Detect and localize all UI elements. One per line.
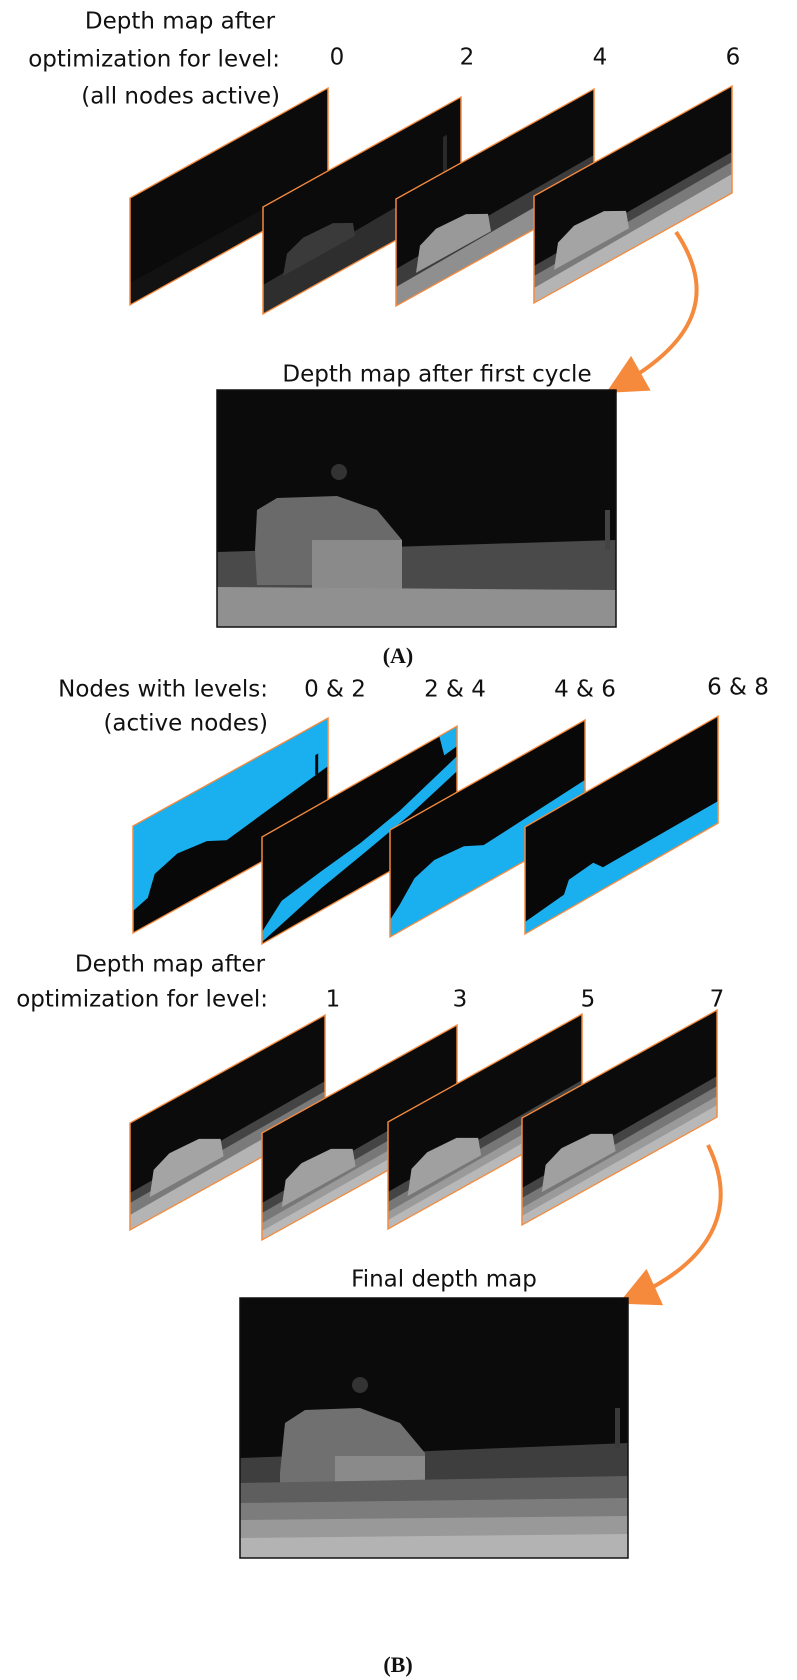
caption: Final depth map xyxy=(351,1267,537,1293)
level-label: 2 xyxy=(460,45,475,71)
heading-line: (all nodes active) xyxy=(81,84,280,110)
heading-line: Nodes with levels: xyxy=(58,677,268,703)
arrow xyxy=(620,232,697,385)
level-label: 1 xyxy=(326,987,341,1013)
heading-line: Depth map after xyxy=(75,952,266,978)
result-depth-map xyxy=(240,1298,628,1558)
level-label: 0 xyxy=(330,45,345,71)
result-depth-map xyxy=(217,390,616,627)
arrow xyxy=(633,1145,721,1297)
heading-line: optimization for level: xyxy=(16,987,268,1013)
figure: Depth map after optimization for level: … xyxy=(0,0,797,1680)
panel-label: (B) xyxy=(383,1652,412,1677)
level-label: 4 xyxy=(593,45,608,71)
panel-label: (A) xyxy=(383,643,414,668)
heading-line: Depth map after xyxy=(85,9,276,35)
depth-map-row xyxy=(130,1010,717,1240)
heading-line: optimization for level: xyxy=(28,47,280,73)
heading-line: (active nodes) xyxy=(103,711,268,737)
caption: Depth map after first cycle xyxy=(282,362,591,388)
level-label: 4 & 6 xyxy=(554,677,616,703)
active-node-row xyxy=(133,716,718,944)
level-label: 6 xyxy=(726,45,741,71)
level-label: 3 xyxy=(453,987,468,1013)
level-label: 6 & 8 xyxy=(707,675,769,701)
level-label: 5 xyxy=(581,987,596,1013)
level-label: 7 xyxy=(710,987,725,1013)
level-label: 0 & 2 xyxy=(304,677,366,703)
level-label: 2 & 4 xyxy=(424,677,486,703)
depth-map-row xyxy=(130,86,732,314)
